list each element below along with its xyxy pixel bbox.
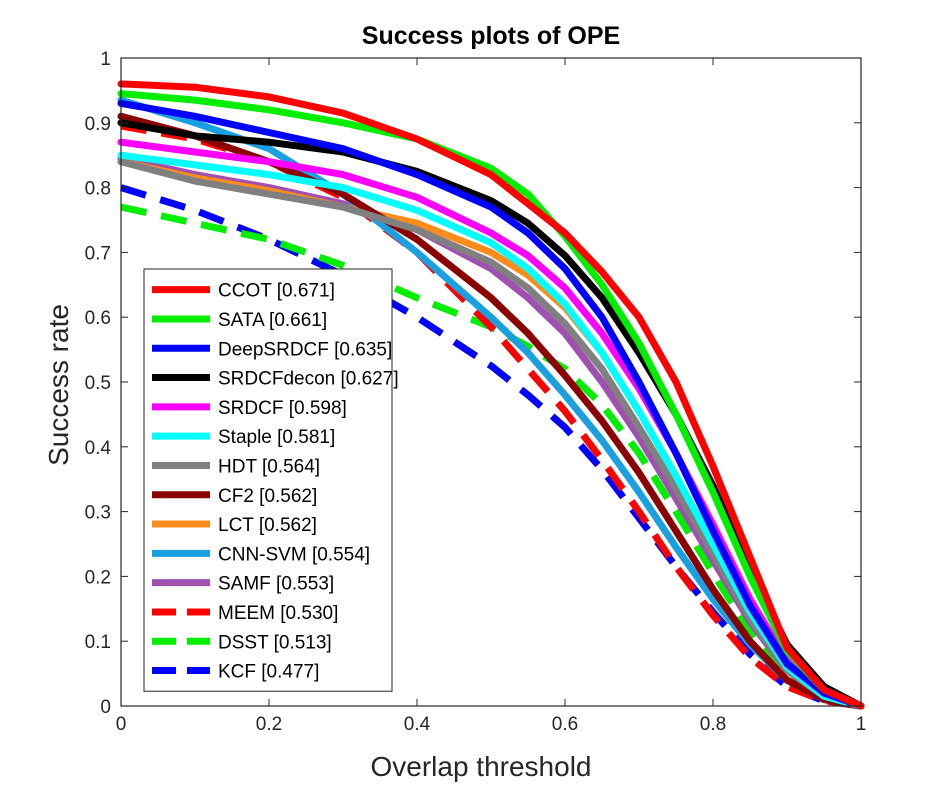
legend-label: CCOT [0.671] [218, 281, 335, 302]
legend-label: SRDCFdecon [0.627] [218, 369, 399, 390]
y-tick-label: 0.3 [85, 503, 111, 524]
legend-label: KCF [0.477] [218, 662, 319, 683]
series-line-sata [117, 90, 865, 710]
x-tick-label: 0.2 [256, 714, 282, 735]
x-tick-label: 0.6 [552, 714, 578, 735]
y-axis-label: Success rate [43, 304, 74, 466]
legend: CCOT [0.671] SATA [0.661] DeepSRDCF [0.635… [143, 268, 399, 692]
series-layer [117, 80, 865, 710]
y-tick-label: 0 [100, 697, 111, 718]
legend-label: HDT [0.564] [218, 456, 320, 477]
x-axis-label: Overlap threshold [370, 751, 591, 782]
y-tick-label: 0.5 [85, 373, 111, 394]
series-line-ccot [117, 80, 865, 710]
series-line-meem [120, 122, 862, 710]
y-tick-label: 1 [100, 49, 111, 70]
x-tick-label: 0.4 [404, 714, 431, 735]
legend-label: DeepSRDCF [0.635] [218, 339, 392, 360]
x-tick-label: 1 [856, 714, 867, 735]
legend-label: Staple [0.581] [218, 427, 335, 448]
series-line-dsst [120, 203, 862, 710]
y-tick-label: 0.1 [85, 632, 111, 653]
legend-box [143, 268, 393, 692]
series-line-deepsrdcf [117, 99, 865, 710]
legend-label: SRDCF [0.598] [218, 398, 347, 419]
legend-label: CF2 [0.562] [218, 486, 317, 507]
y-tick-label: 0.9 [85, 114, 111, 135]
y-tick-label: 0.6 [85, 308, 111, 329]
y-tick-label: 0.2 [85, 567, 111, 588]
chart-title: Success plots of OPE [362, 22, 620, 50]
legend-label: MEEM [0.530] [218, 603, 338, 624]
legend-label: SATA [0.661] [218, 310, 327, 331]
legend-label: CNN-SVM [0.554] [218, 544, 370, 565]
y-tick-label: 0.8 [85, 179, 111, 200]
x-tick-label: 0.8 [700, 714, 726, 735]
legend-label: DSST [0.513] [218, 632, 332, 653]
legend-label: LCT [0.562] [218, 515, 317, 536]
x-tick-label: 0 [116, 714, 127, 735]
y-tick-label: 0.4 [85, 438, 112, 459]
axis-ticks: 0 0.2 0.4 0.6 0.8 1 0 0.1 0.2 0.3 0.4 0.5 0.6 0.7 0.8 0… [85, 49, 867, 735]
y-tick-label: 0.7 [85, 243, 111, 264]
legend-label: SAMF [0.553] [218, 574, 334, 595]
